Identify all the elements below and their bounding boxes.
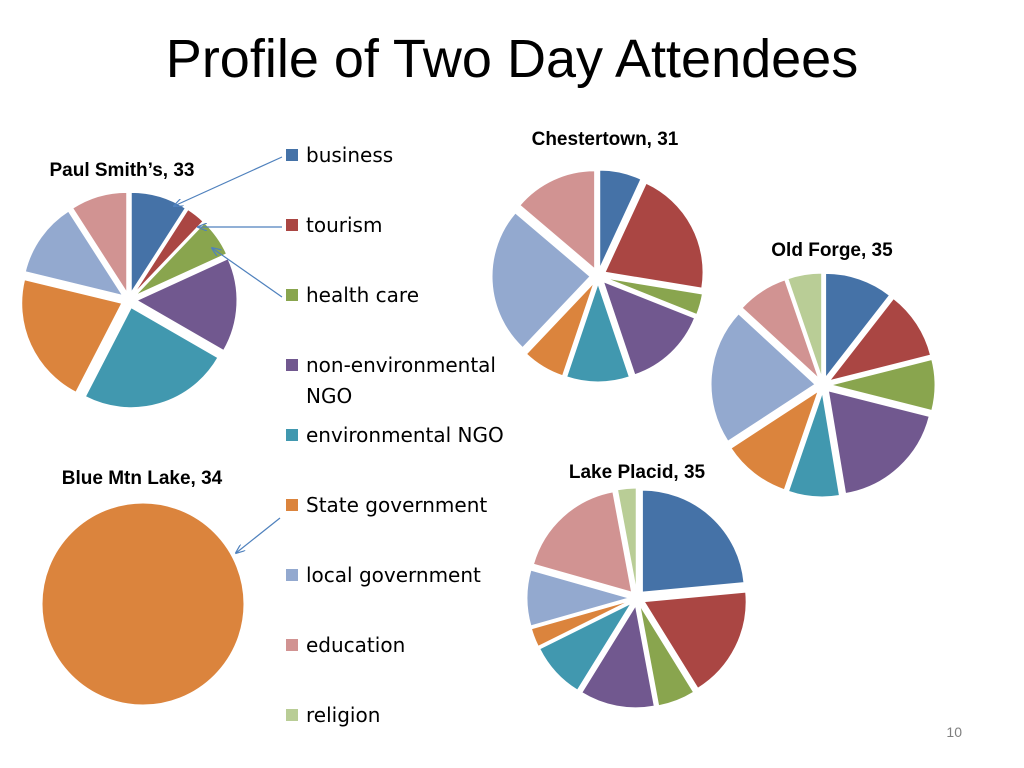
pie-slice-non-environmental-ngo: [827, 390, 930, 495]
pie-slice-business: [599, 169, 642, 269]
pie-slice-health-care: [639, 605, 695, 707]
pie-slice-tourism: [133, 208, 204, 295]
legend-label-religion: religion: [306, 703, 380, 727]
legend: business tourism health care non-environ…: [286, 143, 504, 727]
pie-slice-tourism: [828, 297, 932, 382]
callout-arrow-state-government: [236, 517, 281, 553]
pie-slice-tourism: [604, 182, 704, 289]
legend-label-local-government: local government: [306, 563, 481, 587]
legend-label-state-government: State government: [306, 493, 487, 517]
legend-label-health-care: health care: [306, 283, 419, 307]
legend-label-business: business: [306, 143, 393, 167]
pie-slice-local-government: [526, 569, 631, 627]
pie-slice-business: [641, 489, 745, 593]
callout-arrow-business: [174, 156, 283, 206]
pie-slice-local-government: [710, 313, 816, 442]
pie-slice-state-government: [530, 600, 630, 648]
pie-slice-state-government: [21, 279, 123, 393]
pie-chart-old-forge: [710, 272, 936, 498]
legend-label-environmental-ngo: environmental NGO: [306, 423, 504, 447]
pie-slice-local-government: [24, 210, 124, 297]
pie-title-old-forge: Old Forge, 35: [771, 240, 893, 261]
legend-swatch-tourism: [286, 219, 298, 231]
pie-slice-religion: [787, 272, 823, 378]
pie-slice-environmental-ngo: [787, 392, 841, 498]
legend-label-non-environmental-ngo: non-environmental: [306, 353, 496, 377]
pie-slice-business: [130, 191, 187, 295]
pie-slice-state-government: [730, 390, 820, 491]
pie-chart-paul-smiths: [21, 191, 238, 409]
pie-chart-lake-placid: [526, 487, 747, 709]
pie-slice-education: [532, 491, 633, 593]
pie-slice-religion: [616, 487, 637, 591]
legend-swatch-business: [286, 149, 298, 161]
pie-slice-education: [71, 191, 128, 295]
pie-slice-tourism: [643, 591, 747, 689]
legend-swatch-health-care: [286, 289, 298, 301]
pie-slice-health-care: [830, 358, 936, 412]
slide-title: Profile of Two Day Attendees: [165, 29, 859, 89]
pie-slice-business: [825, 272, 891, 379]
pie-slice-state-government: [41, 502, 245, 706]
legend-label-education: education: [306, 633, 405, 657]
pie-slice-education: [519, 170, 596, 270]
legend-swatch-local-government: [286, 569, 298, 581]
legend-label-tourism: tourism: [306, 213, 382, 237]
pie-title-lake-placid: Lake Placid, 35: [569, 462, 706, 483]
legend-swatch-religion: [286, 709, 298, 721]
pie-slice-non-environmental-ngo: [581, 604, 655, 709]
pie-slice-health-care: [605, 277, 703, 316]
legend-swatch-environmental-ngo: [286, 429, 298, 441]
pie-slice-non-environmental-ngo: [135, 258, 238, 352]
pie-slice-non-environmental-ngo: [602, 280, 696, 376]
pie-slice-health-care: [135, 222, 228, 296]
pie-slice-local-government: [491, 212, 591, 349]
pie-chart-blue-mtn-lake: [41, 502, 245, 706]
legend-swatch-state-government: [286, 499, 298, 511]
pie-title-paul-smiths: Paul Smith’s, 33: [49, 160, 194, 181]
pie-chart-chestertown: [491, 169, 704, 383]
pie-slice-environmental-ngo: [566, 282, 630, 383]
legend-label-non-environmental-ngo-line2: NGO: [306, 384, 352, 408]
pie-slice-education: [741, 279, 820, 379]
callout-arrow-health-care: [212, 248, 283, 298]
pie-slice-state-government: [525, 282, 595, 377]
legend-swatch-education: [286, 639, 298, 651]
legend-swatch-non-environmental-ngo: [286, 359, 298, 371]
page-number: 10: [946, 724, 962, 740]
pie-slice-environmental-ngo: [539, 602, 633, 691]
pie-slice-environmental-ngo: [84, 306, 219, 409]
pie-title-blue-mtn-lake: Blue Mtn Lake, 34: [62, 468, 223, 489]
pie-title-chestertown: Chestertown, 31: [532, 129, 679, 150]
